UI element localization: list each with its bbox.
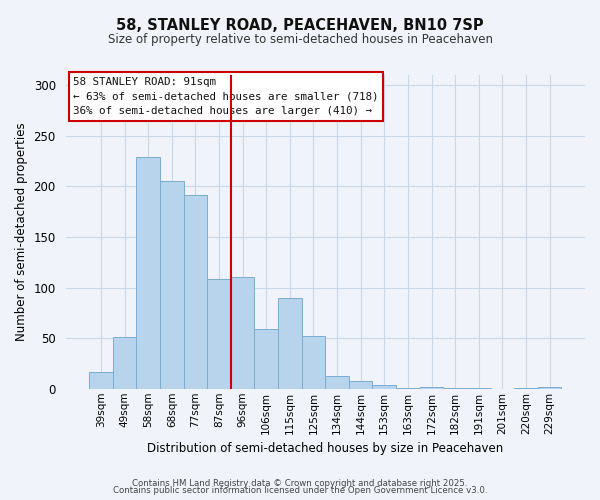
Bar (278, 298, 302, 389)
Y-axis label: Number of semi-detached properties: Number of semi-detached properties (15, 122, 28, 341)
Text: Contains public sector information licensed under the Open Government Licence v3: Contains public sector information licen… (113, 486, 487, 495)
Bar (160, 182, 184, 389)
Bar (113, 337, 136, 389)
Text: 58 STANLEY ROAD: 91sqm
← 63% of semi-detached houses are smaller (718)
36% of se: 58 STANLEY ROAD: 91sqm ← 63% of semi-det… (73, 76, 379, 116)
Bar (467, 388, 491, 389)
Bar (514, 388, 538, 389)
X-axis label: Distribution of semi-detached houses by size in Peacehaven: Distribution of semi-detached houses by … (147, 442, 503, 455)
Text: 58, STANLEY ROAD, PEACEHAVEN, BN10 7SP: 58, STANLEY ROAD, PEACEHAVEN, BN10 7SP (116, 18, 484, 32)
Text: Contains HM Land Registry data © Crown copyright and database right 2025.: Contains HM Land Registry data © Crown c… (132, 478, 468, 488)
Bar (325, 376, 349, 389)
Bar (538, 386, 562, 389)
Bar (396, 388, 420, 389)
Text: Size of property relative to semi-detached houses in Peacehaven: Size of property relative to semi-detach… (107, 32, 493, 46)
Bar (420, 386, 443, 389)
Bar (136, 157, 160, 389)
Bar (349, 380, 373, 389)
Bar (254, 329, 278, 389)
Bar (184, 196, 207, 389)
Bar (373, 384, 396, 389)
Bar (302, 336, 325, 389)
Bar (231, 278, 254, 389)
Bar (207, 280, 231, 389)
Bar (443, 388, 467, 389)
Bar (89, 372, 113, 389)
